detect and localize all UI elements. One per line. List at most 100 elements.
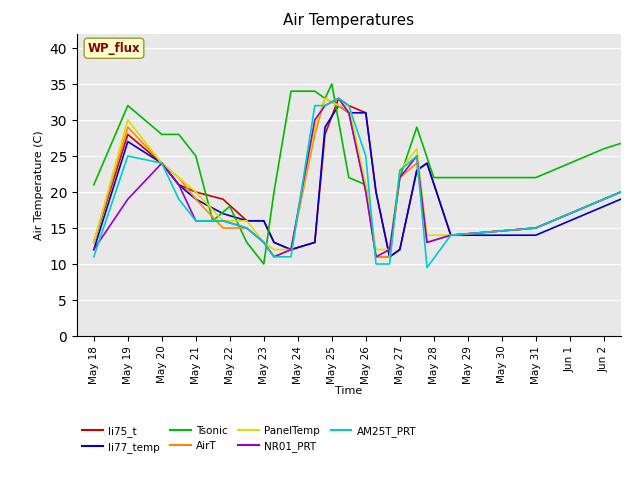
AM25T_PRT bbox=[532, 225, 540, 231]
Tsonic bbox=[243, 240, 251, 245]
AM25T_PRT bbox=[321, 103, 329, 108]
li75_t bbox=[335, 96, 342, 101]
li77_temp bbox=[372, 189, 380, 195]
li77_temp bbox=[90, 247, 98, 252]
PanelTemp bbox=[243, 218, 251, 224]
li77_temp bbox=[345, 110, 353, 116]
li77_temp bbox=[566, 218, 573, 224]
AM25T_PRT bbox=[447, 232, 454, 238]
NR01_PRT bbox=[243, 225, 251, 231]
li75_t bbox=[270, 240, 278, 245]
NR01_PRT bbox=[321, 103, 329, 108]
AirT bbox=[566, 211, 573, 216]
PanelTemp bbox=[321, 96, 329, 101]
Tsonic bbox=[396, 175, 404, 180]
Tsonic bbox=[413, 124, 420, 130]
PanelTemp bbox=[600, 196, 607, 202]
Tsonic bbox=[328, 81, 335, 87]
AirT bbox=[335, 103, 342, 108]
Title: Air Temperatures: Air Temperatures bbox=[284, 13, 414, 28]
AirT bbox=[423, 240, 431, 245]
NR01_PRT bbox=[386, 247, 394, 252]
AirT bbox=[124, 124, 132, 130]
li75_t bbox=[413, 168, 420, 173]
Tsonic bbox=[270, 189, 278, 195]
AirT bbox=[447, 232, 454, 238]
li77_temp bbox=[243, 218, 251, 224]
Tsonic bbox=[226, 204, 234, 209]
li75_t bbox=[634, 182, 640, 188]
Line: NR01_PRT: NR01_PRT bbox=[94, 98, 640, 257]
NR01_PRT bbox=[532, 225, 540, 231]
li75_t bbox=[124, 132, 132, 137]
li77_temp bbox=[260, 218, 268, 224]
li75_t bbox=[372, 189, 380, 195]
AirT bbox=[260, 240, 268, 245]
Tsonic bbox=[386, 254, 394, 260]
Text: WP_flux: WP_flux bbox=[88, 42, 140, 55]
NR01_PRT bbox=[335, 96, 342, 101]
PanelTemp bbox=[413, 146, 420, 152]
li75_t bbox=[386, 254, 394, 260]
Line: Tsonic: Tsonic bbox=[94, 84, 640, 264]
AirT bbox=[600, 196, 607, 202]
li75_t bbox=[260, 218, 268, 224]
Tsonic bbox=[209, 218, 216, 224]
PanelTemp bbox=[219, 218, 227, 224]
NR01_PRT bbox=[447, 232, 454, 238]
PanelTemp bbox=[634, 182, 640, 188]
PanelTemp bbox=[386, 247, 394, 252]
AirT bbox=[634, 182, 640, 188]
PanelTemp bbox=[335, 103, 342, 108]
PanelTemp bbox=[372, 247, 380, 252]
li75_t bbox=[219, 196, 227, 202]
AM25T_PRT bbox=[335, 96, 342, 101]
li75_t bbox=[243, 218, 251, 224]
li75_t bbox=[396, 247, 404, 252]
Tsonic bbox=[158, 132, 166, 137]
NR01_PRT bbox=[413, 153, 420, 159]
li75_t bbox=[175, 182, 182, 188]
PanelTemp bbox=[287, 247, 295, 252]
li75_t bbox=[600, 196, 607, 202]
AM25T_PRT bbox=[423, 265, 431, 271]
Line: AM25T_PRT: AM25T_PRT bbox=[94, 98, 640, 282]
PanelTemp bbox=[124, 117, 132, 123]
Tsonic bbox=[447, 175, 454, 180]
li75_t bbox=[90, 240, 98, 245]
NR01_PRT bbox=[372, 254, 380, 260]
NR01_PRT bbox=[270, 254, 278, 260]
PanelTemp bbox=[447, 232, 454, 238]
Tsonic bbox=[321, 96, 329, 101]
li75_t bbox=[423, 160, 431, 166]
li77_temp bbox=[311, 240, 319, 245]
NR01_PRT bbox=[90, 247, 98, 252]
li75_t bbox=[287, 247, 295, 252]
NR01_PRT bbox=[423, 240, 431, 245]
li77_temp bbox=[600, 204, 607, 209]
li75_t bbox=[321, 132, 329, 137]
AM25T_PRT bbox=[287, 254, 295, 260]
AirT bbox=[321, 96, 329, 101]
NR01_PRT bbox=[600, 196, 607, 202]
AirT bbox=[345, 110, 353, 116]
NR01_PRT bbox=[260, 240, 268, 245]
PanelTemp bbox=[566, 211, 573, 216]
AM25T_PRT bbox=[270, 254, 278, 260]
li77_temp bbox=[124, 139, 132, 144]
Tsonic bbox=[124, 103, 132, 108]
Line: AirT: AirT bbox=[94, 98, 640, 257]
Y-axis label: Air Temperature (C): Air Temperature (C) bbox=[34, 130, 44, 240]
NR01_PRT bbox=[287, 247, 295, 252]
NR01_PRT bbox=[158, 160, 166, 166]
AM25T_PRT bbox=[311, 103, 319, 108]
AM25T_PRT bbox=[124, 153, 132, 159]
li75_t bbox=[362, 110, 370, 116]
li77_temp bbox=[270, 240, 278, 245]
AM25T_PRT bbox=[413, 153, 420, 159]
AirT bbox=[270, 254, 278, 260]
PanelTemp bbox=[175, 175, 182, 180]
Tsonic bbox=[634, 135, 640, 141]
AirT bbox=[386, 254, 394, 260]
PanelTemp bbox=[260, 240, 268, 245]
